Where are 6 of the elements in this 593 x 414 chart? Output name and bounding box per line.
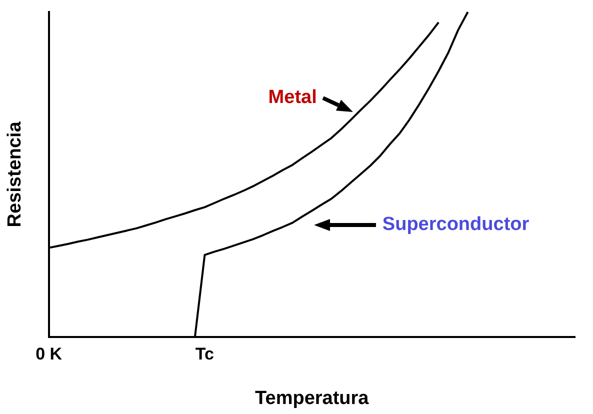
- series-label: Metal: [268, 87, 317, 108]
- x-axis-title: Temperatura: [255, 388, 370, 409]
- x-tick-label: 0 K: [36, 344, 63, 364]
- x-tick-label: Tc: [195, 344, 214, 364]
- y-axis-title: Resistencia: [4, 121, 26, 228]
- legend-label: Superconductor: [382, 214, 530, 236]
